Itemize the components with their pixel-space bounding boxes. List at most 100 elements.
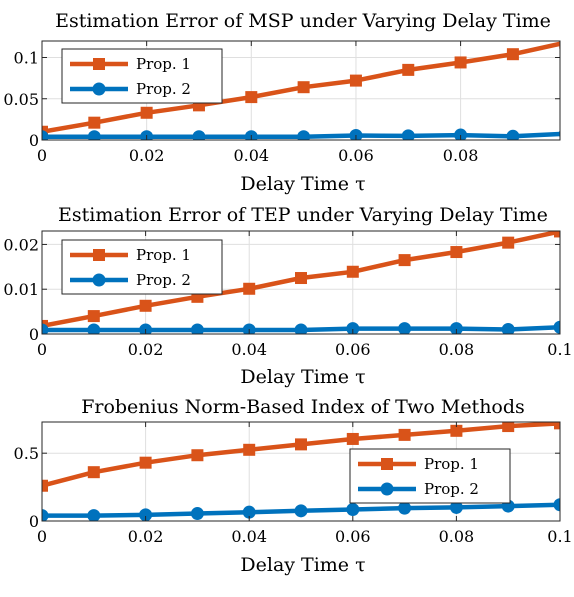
x-tick-label: 0.02 [128,340,164,359]
x-tick-label: 0.06 [335,340,371,359]
data-point [192,130,206,140]
x-axis-label-3: Delay Time τ [240,554,365,576]
y-tick-label: 0 [29,325,39,344]
data-point [42,479,48,492]
ticks-3: 0 0.02 0.04 0.06 0.08 0.1 0 0.5 [14,422,573,546]
x-tick-label: 0.08 [439,340,475,359]
x-tick-label: 0.08 [439,527,475,546]
legend-label: Prop. 1 [136,246,191,264]
x-tick-label: 0 [37,527,47,546]
data-point [139,508,153,521]
data-point [139,456,152,469]
data-point [402,63,415,76]
x-tick-label: 0.04 [231,527,267,546]
data-point [346,502,360,516]
data-point [506,48,519,61]
data-point [42,509,49,521]
legend-marker [381,458,393,470]
data-point [346,432,359,445]
data-point [190,507,204,521]
y-tick-label: 0 [29,131,39,150]
data-point [139,323,153,334]
data-point [502,422,515,433]
data-point [297,81,310,94]
data-point [242,505,256,519]
legend-label: Prop. 2 [424,480,479,498]
ticks-2: 0 0.02 0.04 0.06 0.08 0.1 0 0.01 0.02 [3,231,573,359]
data-point [245,91,258,104]
data-point [502,236,515,249]
data-point [450,424,463,437]
data-point [349,74,362,87]
data-point [346,265,359,278]
x-tick-label: 0.08 [443,146,479,165]
axes-frame [41,40,561,141]
data-point [398,501,412,515]
legend-label: Prop. 2 [136,80,191,98]
data-point [558,129,560,138]
legend-box [349,448,511,504]
axes-frame [41,230,561,335]
legend-marker [93,58,105,70]
x-tick-label: 0.1 [547,340,572,359]
data-point [346,322,360,334]
legend-2: Prop. 1 Prop. 2 [61,239,223,295]
y-tick-label: 0.5 [14,444,39,463]
data-point [401,129,415,140]
data-point [88,116,101,129]
x-axis-label-1: Delay Time τ [240,173,365,195]
y-tick-label: 0.1 [14,49,39,68]
data-point [87,509,101,521]
axes-frame [41,421,561,522]
legend-label: Prop. 1 [136,55,191,73]
legend-3: Prop. 1 Prop. 2 [349,448,511,504]
data-point [242,323,256,334]
x-tick-label: 0.04 [231,340,267,359]
x-axis-label-2: Delay Time τ [240,366,365,388]
data-point [501,323,515,334]
series-1 [42,422,560,492]
data-point [295,438,307,451]
data-point [139,299,152,312]
legend-marker [93,249,105,261]
chart-title-2: Estimation Error of TEP under Varying De… [58,204,548,226]
legend-label: Prop. 2 [136,271,191,289]
legend-marker [380,482,394,496]
data-point [506,129,520,140]
series-2 [42,128,560,140]
series-2 [42,498,560,521]
chart-title-3: Frobenius Norm-Based Index of Two Method… [81,396,525,418]
series-1 [42,231,560,332]
data-point [553,320,560,334]
data-point [42,130,49,140]
data-point [398,254,411,267]
data-point [450,246,463,259]
y-tick-label: 0 [29,512,39,531]
y-tick-label: 0.01 [3,280,39,299]
data-point [191,449,204,462]
legend-box [61,48,223,104]
data-point [454,56,467,69]
data-point [87,310,100,323]
data-point [87,130,101,140]
x-tick-label: 0.02 [128,527,164,546]
legend-box [61,239,223,295]
data-point [140,106,153,119]
data-point [243,282,256,295]
legend-1: Prop. 1 Prop. 2 [61,48,223,104]
y-tick-label: 0.05 [3,90,39,109]
data-point [449,322,463,334]
data-point [449,500,463,514]
chart-panel-2: Estimation Error of TEP under Varying De… [3,204,572,388]
series-2 [42,320,560,334]
x-tick-label: 0.02 [129,146,165,165]
data-point [398,428,411,441]
data-point [554,422,560,430]
chart-panel-1: Estimation Error of MSP under Varying De… [3,10,561,195]
data-point [294,323,308,334]
data-point [294,504,308,518]
legend-label: Prop. 1 [424,455,479,473]
legend-marker [92,273,106,287]
x-tick-label: 0.1 [547,527,572,546]
data-point [553,498,560,512]
